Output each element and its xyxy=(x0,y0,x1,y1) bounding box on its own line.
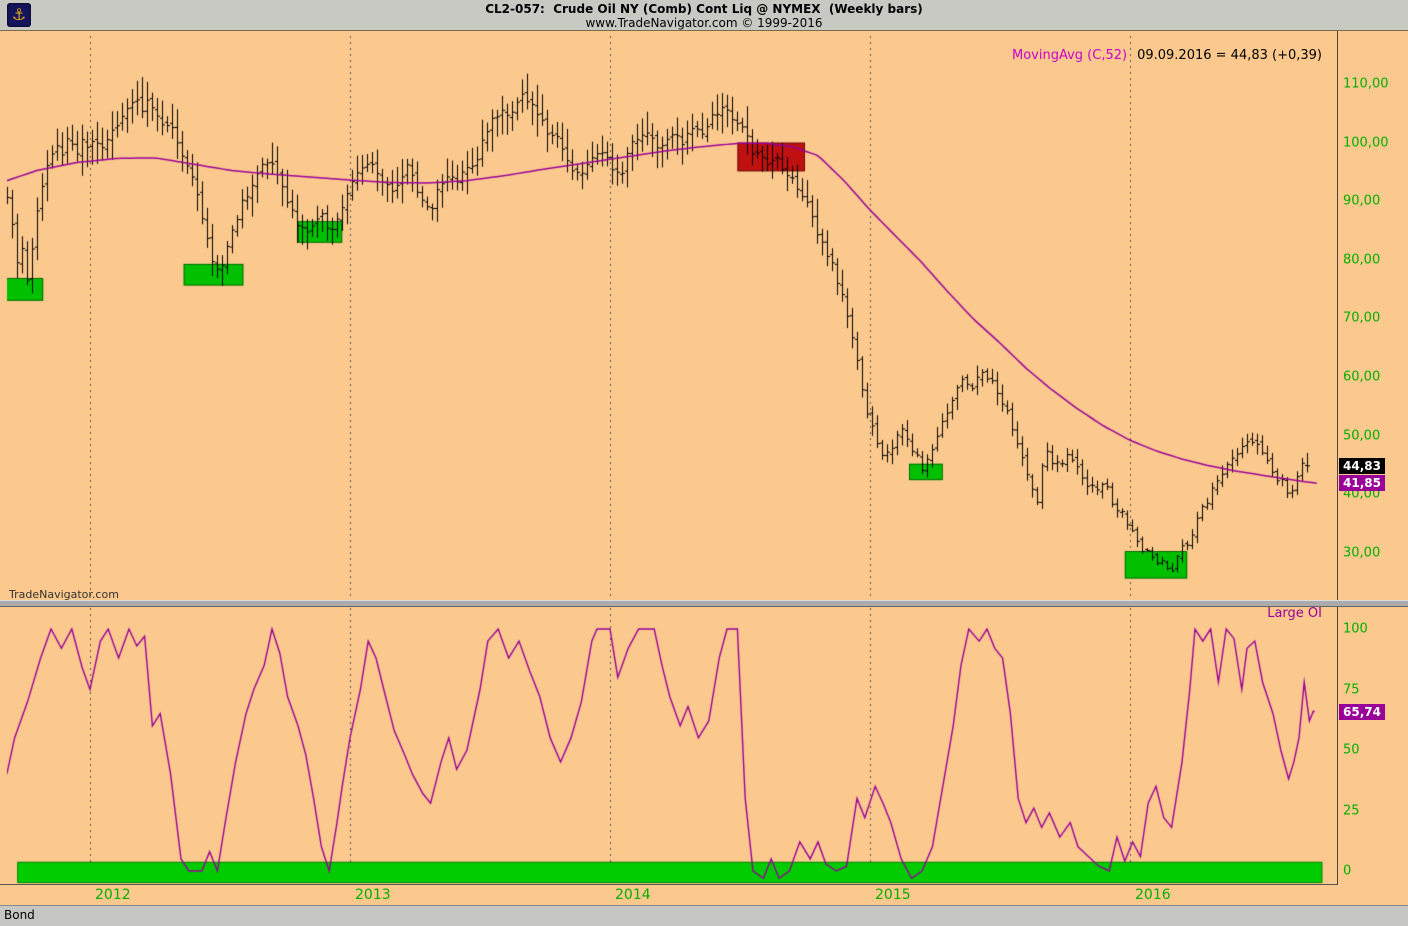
time-axis-tick: 2015 xyxy=(875,887,911,903)
time-axis-tick: 2013 xyxy=(355,887,391,903)
price-axis-tick: 60,00 xyxy=(1343,369,1381,385)
price-axis-tick: 110,00 xyxy=(1343,76,1389,92)
chart-header: CL2-057: Crude Oil NY (Comb) Cont Liq @ … xyxy=(0,0,1408,31)
moving-avg-legend-status: 09.09.2016 = 44,83 (+0,39) xyxy=(1137,48,1322,63)
chart-title: CL2-057: Crude Oil NY (Comb) Cont Liq @ … xyxy=(485,2,923,16)
price-axis-tick: 30,00 xyxy=(1343,545,1381,561)
chart-subtitle: www.TradeNavigator.com © 1999-2016 xyxy=(585,16,823,30)
time-axis-tick: 2014 xyxy=(615,887,651,903)
moving-avg-legend-label[interactable]: MovingAvg (C,52) xyxy=(1012,48,1128,63)
price-axis-tick: 70,00 xyxy=(1343,310,1381,326)
oi-value-tag: 65,74 xyxy=(1339,703,1385,720)
price-axis-tick: 50,00 xyxy=(1343,428,1381,444)
price-axis-tick: 80,00 xyxy=(1343,252,1381,268)
time-axis-tick: 2012 xyxy=(95,887,131,903)
oi-axis-tick: 0 xyxy=(1343,863,1352,879)
moving-avg-value-tag: 41,85 xyxy=(1339,475,1385,492)
oi-axis[interactable]: 100 75 50 25 0 xyxy=(1338,0,1408,925)
oi-axis-tick: 100 xyxy=(1343,621,1368,637)
indicator-legend: MovingAvg (C,52) 09.09.2016 = 44,83 (+0,3… xyxy=(1004,33,1322,63)
watermark-label: TradeNavigator.com xyxy=(9,588,119,601)
status-bar-label: Bond xyxy=(4,908,35,922)
panel-splitter[interactable] xyxy=(0,600,1408,607)
time-axis-tick: 2016 xyxy=(1135,887,1171,903)
last-price-tag: 44,83 xyxy=(1339,457,1385,474)
oi-panel-label: Large OI xyxy=(1267,606,1322,621)
oi-axis-tick: 75 xyxy=(1343,682,1360,697)
trade-navigator-logo-icon: ⚓ xyxy=(7,3,31,27)
oi-axis-tick: 25 xyxy=(1343,803,1360,818)
lower-panel-baseline xyxy=(0,884,1337,885)
oi-axis-tick: 50 xyxy=(1343,742,1360,758)
price-axis-tick: 90,00 xyxy=(1343,193,1381,209)
axis-separator-line xyxy=(1337,30,1338,885)
price-axis-tick: 100,00 xyxy=(1343,135,1389,151)
status-bar: Bond xyxy=(0,905,1408,926)
